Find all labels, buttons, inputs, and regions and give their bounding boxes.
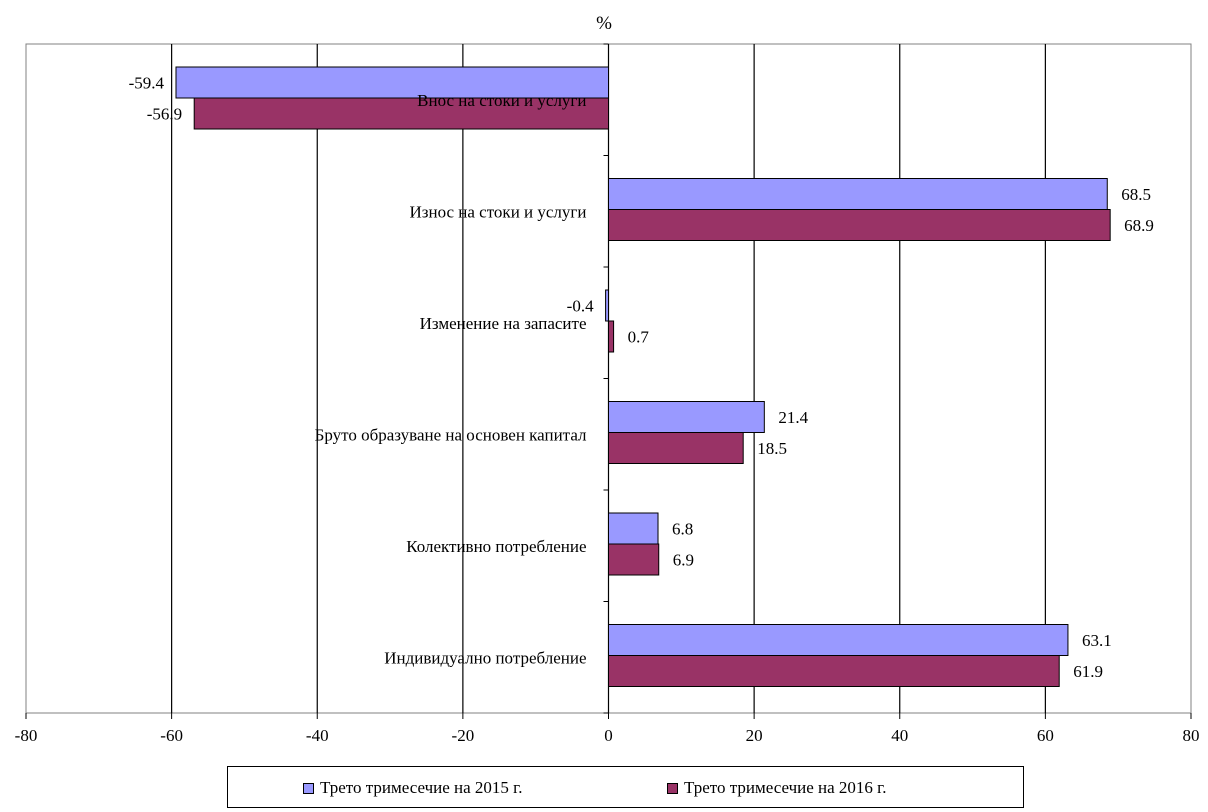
category-label: Износ на стоки и услуги <box>409 202 586 221</box>
bar-series-1 <box>608 512 659 545</box>
x-tick-label: 80 <box>1183 726 1200 745</box>
legend-item-2016: Трето тримесечие на 2016 г. <box>667 778 886 798</box>
data-label-series-1: 68.5 <box>1121 185 1151 204</box>
bar-series-2 <box>608 432 744 464</box>
bar-series-2 <box>608 209 1111 241</box>
legend-label-2015: Трето тримесечие на 2015 г. <box>320 778 523 797</box>
x-tick-label: 40 <box>891 726 908 745</box>
data-label-series-2: 18.5 <box>757 439 787 458</box>
x-tick-label: 20 <box>746 726 763 745</box>
data-label-series-2: -56.9 <box>147 105 182 124</box>
category-labels: Внос на стоки и услуги Износ на стоки и у… <box>315 91 587 668</box>
bar-series-2 <box>608 320 615 353</box>
x-tick-label: -20 <box>452 726 475 745</box>
zero-axis <box>603 43 610 714</box>
x-tick-label: -40 <box>306 726 329 745</box>
bar-series-1 <box>608 624 1069 656</box>
bar-series-2 <box>193 97 609 130</box>
legend-item-2015: Трето тримесечие на 2015 г. <box>303 778 522 798</box>
legend-label-2016: Трето тримесечие на 2016 г. <box>684 778 887 797</box>
legend: Трето тримесечие на 2015 г. Трето тримес… <box>227 766 1024 808</box>
grid-lines <box>171 44 1046 713</box>
data-label-series-1: 6.8 <box>672 520 693 539</box>
data-label-series-2: 0.7 <box>628 328 650 347</box>
bar-series-1 <box>175 66 609 99</box>
data-label-series-1: -0.4 <box>567 297 594 316</box>
bar-series-1 <box>605 289 610 322</box>
data-label-series-2: 6.9 <box>673 551 694 570</box>
data-label-series-1: 21.4 <box>778 408 808 427</box>
x-tick-label: 60 <box>1037 726 1054 745</box>
data-label-series-1: 63.1 <box>1082 631 1112 650</box>
bars <box>175 66 1111 687</box>
bar-series-2 <box>608 543 660 576</box>
x-tick-label: -80 <box>15 726 38 745</box>
x-tick-label: 0 <box>604 726 613 745</box>
x-tick-label: -60 <box>160 726 183 745</box>
data-label-series-2: 68.9 <box>1124 216 1154 235</box>
category-label: Бруто образуване на основен капитал <box>315 425 587 444</box>
category-label: Внос на стоки и услуги <box>417 91 586 110</box>
unit-label: % <box>596 13 612 34</box>
data-labels: -59.4 68.5 -0.4 21.4 6.8 63.1 -56.9 68.9 0.7 18.5… <box>129 74 1154 682</box>
bar-series-1 <box>608 178 1108 210</box>
legend-swatch-2016 <box>667 782 678 794</box>
category-label: Колективно потребление <box>406 537 586 556</box>
bar-series-1 <box>608 401 765 433</box>
data-label-series-1: -59.4 <box>129 74 165 93</box>
category-label: Изменение на запасите <box>420 314 587 333</box>
data-label-series-2: 61.9 <box>1073 662 1103 681</box>
legend-swatch-2015 <box>303 782 314 794</box>
category-label: Индивидуално потребление <box>384 648 586 667</box>
x-axis-ticks: -80 -60 -40 -20 0 20 40 60 80 <box>15 713 1200 745</box>
bar-series-2 <box>608 655 1060 687</box>
